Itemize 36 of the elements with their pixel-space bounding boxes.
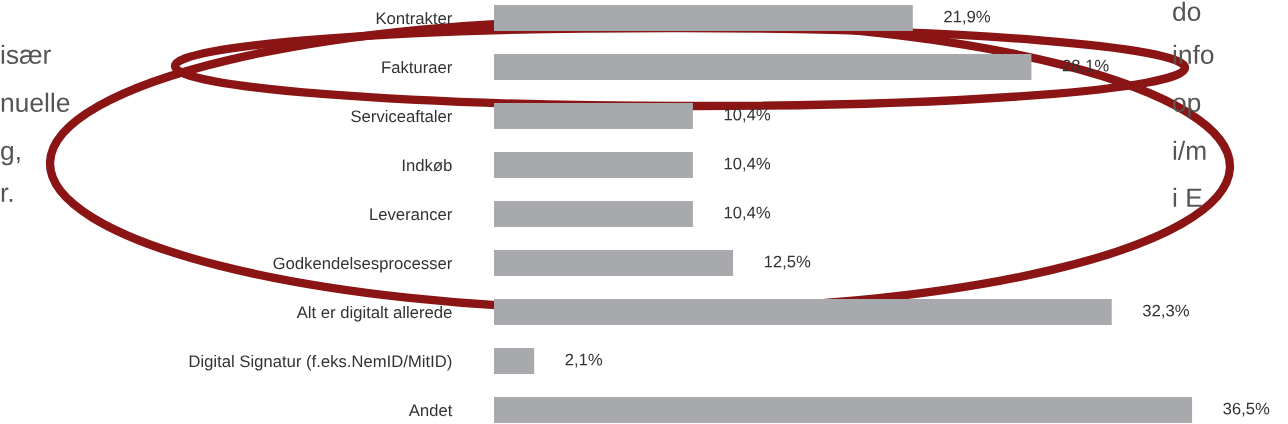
data-label: 12,5% — [764, 255, 811, 270]
y-tick-label: Andet — [408, 403, 453, 417]
data-label: 32,3% — [1142, 304, 1189, 319]
bar — [494, 152, 693, 178]
bar — [494, 5, 913, 31]
annotation: info — [1173, 44, 1214, 65]
data-label: 28,1% — [1062, 59, 1109, 74]
y-tick-label: Serviceaftaler — [351, 109, 453, 123]
text: især — [1, 44, 51, 65]
annotation: i E — [1173, 187, 1202, 207]
bar — [494, 299, 1112, 325]
data-label: 10,4% — [724, 206, 771, 221]
y-tick-label: Digital Signatur (f.eks.NemID/MitID) — [189, 354, 452, 371]
bar — [494, 348, 535, 374]
y-tick-label: Kontrakter — [376, 11, 453, 25]
bar — [494, 103, 693, 129]
y-tick-label: Indkøb — [402, 158, 452, 172]
text: g, — [1, 145, 20, 166]
annotation: op — [1173, 97, 1201, 118]
annotation: i/m — [1173, 140, 1206, 161]
text: r. — [1, 187, 13, 202]
bar — [494, 201, 693, 227]
data-label: 10,4% — [724, 157, 771, 172]
data-label: 21,9% — [944, 10, 991, 25]
annotation: do — [1173, 1, 1201, 22]
y-tick-label: Leverancer — [370, 208, 453, 221]
text: nuelle — [1, 92, 70, 113]
data-label: 10,4% — [724, 108, 771, 123]
bar — [494, 54, 1032, 80]
data-label: 36,5% — [1223, 402, 1270, 417]
y-tick-label: Godkendelsesprocesser — [273, 256, 453, 273]
data-label: 2,1% — [565, 353, 603, 368]
bar — [494, 397, 1193, 423]
y-tick-label: Alt er digitalt allerede — [296, 305, 452, 322]
y-tick-label: Fakturaer — [382, 60, 453, 74]
bar — [494, 250, 734, 276]
